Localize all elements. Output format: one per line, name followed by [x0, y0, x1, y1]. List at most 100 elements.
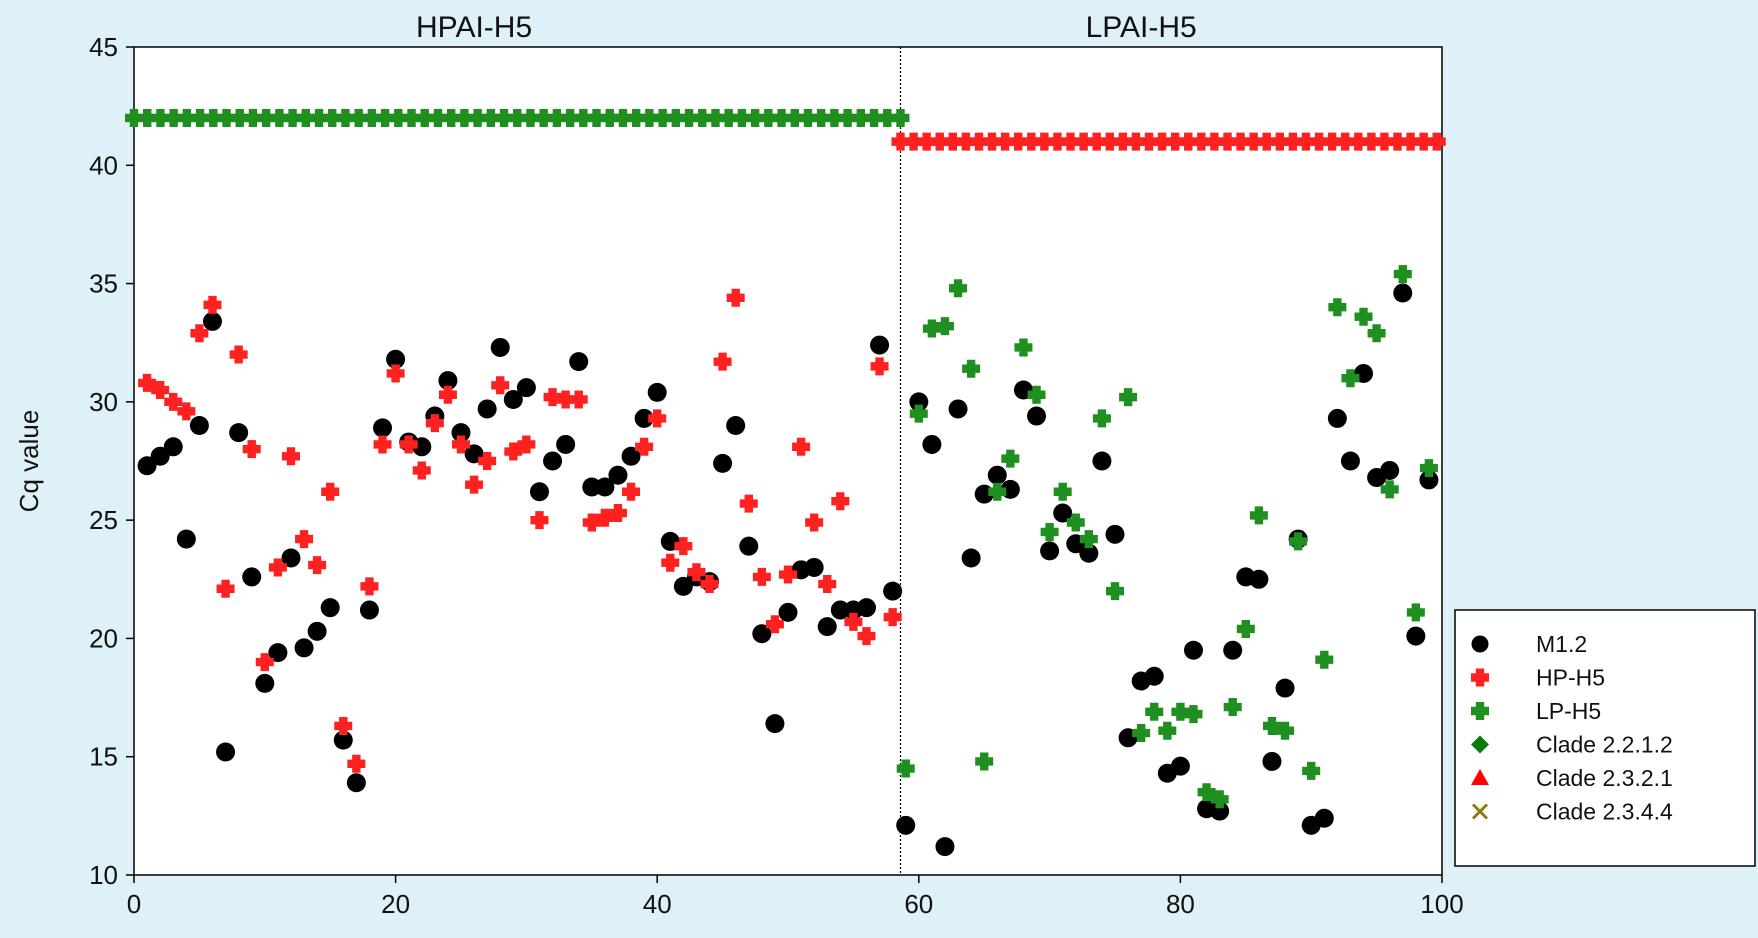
hp-h5-point [556, 390, 575, 409]
hpai-h5-reference-point [613, 108, 632, 127]
hpai-h5-reference-point [521, 108, 540, 127]
hpai-h5-reference-point [191, 108, 210, 127]
m1-2-point [582, 477, 602, 497]
lpai-h5-reference-point [891, 132, 910, 151]
hp-h5-point [491, 376, 510, 395]
x-axis: 0 20 40 60 80 100 [127, 875, 1464, 919]
lpai-h5-reference-point [930, 132, 949, 151]
lp-h5-point [896, 759, 915, 778]
hpai-h5-reference-point [336, 108, 355, 127]
hp-h5-point [818, 575, 837, 594]
m1-2-point [333, 730, 353, 750]
hp-h5-point [334, 716, 353, 735]
hp-h5-point [255, 653, 274, 672]
hp-h5-point [412, 461, 431, 480]
hp-h5-point [530, 511, 549, 530]
m1-2-point [229, 423, 249, 443]
m1-2-point [503, 389, 523, 409]
m1-2-point [1262, 751, 1282, 771]
lpai-h5-reference-point [1048, 132, 1067, 151]
m1-2-point [870, 335, 890, 355]
x-tick-label: 80 [1166, 889, 1195, 919]
hp-h5-point [151, 381, 170, 400]
m1-2-point [386, 349, 406, 369]
lpai-h5-reference-point [996, 132, 1015, 151]
hpai-h5-reference-point [693, 108, 712, 127]
hpai-h5-reference-point [812, 108, 831, 127]
hpai-h5-reference-point [640, 108, 659, 127]
hp-h5-point [844, 612, 863, 631]
lp-h5-point [1171, 702, 1190, 721]
m1-2-point [516, 378, 536, 398]
hpai-h5-reference-point [534, 108, 553, 127]
hpai-h5-reference-point [270, 108, 289, 127]
hpai-h5-reference-point [296, 108, 315, 127]
legend-hp-h5-marker [1471, 668, 1489, 687]
lpai-h5-reference-point [1349, 132, 1368, 151]
hp-h5-point [478, 452, 497, 470]
lpai-h5-reference-point [1257, 132, 1276, 151]
m1-2-point [320, 598, 340, 618]
x-tick-label: 60 [904, 889, 933, 919]
hp-h5-point [504, 442, 523, 461]
legend-clade-2-2-1-2-marker [1471, 735, 1489, 754]
m1-2-point [294, 638, 314, 658]
hpai-h5-reference-point [547, 108, 566, 127]
hp-h5-point [635, 437, 654, 456]
m1-2-point [739, 536, 759, 556]
lpai-h5-reference-point [1427, 132, 1446, 151]
lpai-h5-reference-point [1336, 132, 1355, 151]
m1-2-point [346, 773, 366, 793]
m1-2-point [490, 337, 510, 357]
m1-2-point [726, 416, 746, 436]
legend-clade-2-3-2-1-label: Clade 2.3.2.1 [1536, 765, 1673, 791]
hp-h5-point [792, 437, 811, 456]
legend-clade-2-3-2-1-marker [1471, 769, 1489, 785]
m1-2-point [752, 624, 772, 644]
lpai-h5-reference-point [1362, 132, 1381, 151]
hpai-h5-reference-point [310, 108, 329, 127]
m1-2-point [804, 557, 824, 577]
lpai-h5-reference-point [1009, 132, 1028, 151]
hpai-h5-reference-point [825, 108, 844, 127]
hpai-h5-reference-point [627, 108, 646, 127]
m1-2-point [595, 477, 615, 497]
lp-h5-point [1053, 482, 1072, 501]
lp-h5-point [1001, 449, 1020, 468]
m1-2-point [438, 371, 458, 391]
m1-2-point [909, 392, 929, 412]
hp-h5-point [739, 494, 758, 513]
lpai-h5-reference-point [904, 132, 923, 151]
legend-m1-2-marker [1471, 635, 1489, 653]
m1-2-point [189, 416, 209, 436]
hpai-h5-reference-point [138, 108, 157, 127]
m1-2-point [1314, 808, 1334, 828]
plot-area [133, 46, 1443, 876]
lpai-h5-reference-point [1061, 132, 1080, 151]
hpai-h5-reference-point [204, 108, 223, 127]
m1-2-point [987, 465, 1007, 485]
lp-h5-point [975, 752, 994, 771]
lpai-h5-reference-point [1388, 132, 1407, 151]
lpai-h5-reference-point [1414, 132, 1433, 151]
hpai-h5-reference-point [666, 108, 685, 127]
lpai-h5-reference-point [1283, 132, 1302, 151]
m1-2-point [647, 382, 667, 402]
hpai-h5-reference-point [878, 108, 897, 127]
lpai-h5-reference-point [1126, 132, 1145, 151]
legend-lp-h5-label: LP-H5 [1536, 698, 1601, 724]
hp-h5-point [177, 402, 196, 421]
lp-h5-point [1106, 582, 1124, 601]
m1-2-point [1380, 460, 1400, 480]
hpai-h5-reference-point [706, 108, 725, 127]
m1-2-point [1419, 470, 1439, 490]
y-tick-label: 25 [89, 505, 118, 535]
hp-h5-point [138, 373, 157, 392]
hpai-h5-reference-point [574, 108, 593, 127]
hp-h5-point [242, 440, 261, 459]
hpai-h5-reference-point [600, 108, 619, 127]
m1-2-point [896, 815, 916, 835]
hpai-h5-reference-point [561, 108, 580, 127]
hpai-h5-reference-point [798, 108, 817, 127]
hp-h5-point [857, 627, 876, 646]
